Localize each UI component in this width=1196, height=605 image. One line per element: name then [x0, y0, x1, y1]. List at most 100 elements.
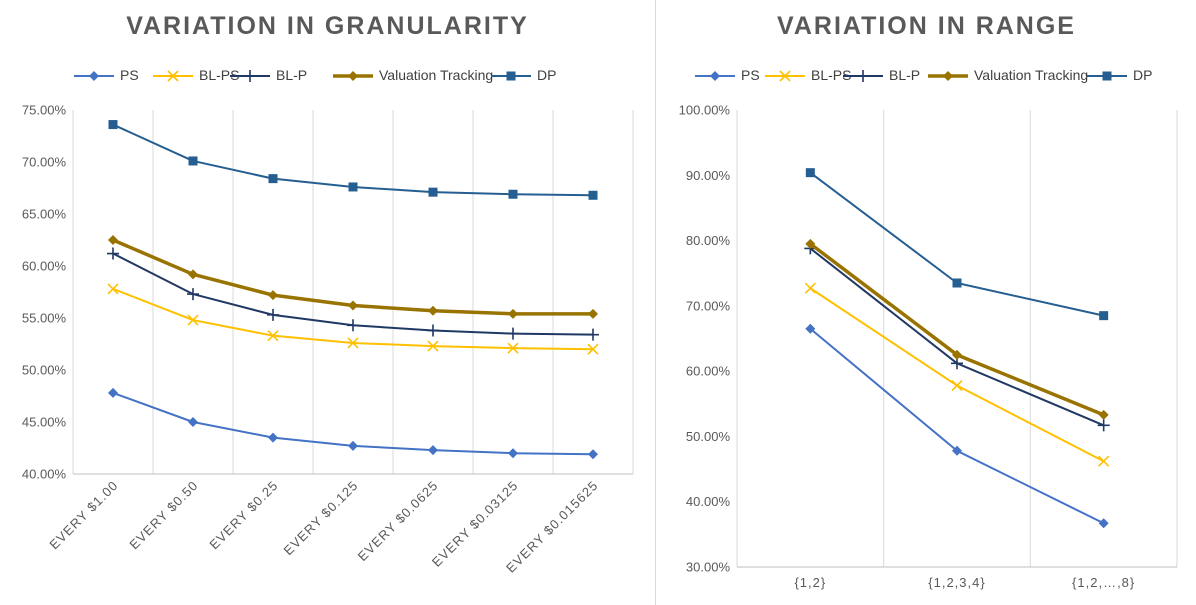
data-point-valuation-tracking: [805, 238, 816, 249]
data-point-bl-ps: [587, 343, 599, 355]
data-point-ps: [588, 449, 598, 460]
data-point-ps: [188, 417, 198, 427]
legend-swatch: [928, 71, 968, 81]
y-tick-label: 80.00%: [686, 233, 731, 248]
y-tick-label: 60.00%: [686, 364, 731, 379]
chart-title: VARIATION IN RANGE: [777, 12, 1076, 40]
data-point-ps: [268, 432, 278, 443]
series-ps: [805, 323, 1109, 529]
y-tick-label: 90.00%: [686, 168, 731, 183]
data-point-bl-p: [107, 247, 119, 260]
chart-legend: PS BL-PS BL-P Valuation Tracking DP: [0, 66, 655, 86]
legend-marker: [710, 71, 720, 81]
series-ps: [108, 387, 598, 460]
legend-marker: [506, 71, 516, 81]
data-point-bl-ps: [267, 330, 279, 342]
chart-title: VARIATION IN GRANULARITY: [126, 12, 529, 40]
data-point-bl-p: [1097, 419, 1110, 432]
series-dp: [805, 168, 1109, 321]
data-point-bl-p: [587, 328, 599, 341]
range-plot: 30.00% 40.00% 50.00% 60.00% 70.00% 80.00% 90.0…: [679, 103, 1178, 590]
y-tick-label: 40.00%: [22, 467, 67, 482]
legend-label: DP: [1133, 67, 1153, 83]
data-point-dp: [348, 182, 358, 192]
data-point-valuation-tracking: [108, 235, 118, 245]
y-tick-label: 40.00%: [686, 494, 731, 509]
y-tick-label: 30.00%: [686, 560, 731, 575]
data-point-ps: [805, 323, 816, 334]
x-tick-label: {1,2}: [794, 575, 826, 590]
x-tick-label: {1,2,…,8}: [1072, 575, 1135, 590]
data-point-dp: [1099, 311, 1109, 321]
x-tick-label: EVERY $0.125: [281, 478, 362, 559]
data-point-valuation-tracking: [188, 269, 198, 280]
legend-marker: [89, 71, 99, 81]
x-tick-label: EVERY $0.50: [126, 478, 201, 553]
legend-marker: [1102, 71, 1112, 81]
data-point-dp: [268, 174, 278, 184]
data-point-valuation-tracking: [952, 349, 962, 360]
granularity-chart-panel: VARIATION IN GRANULARITY PS BL-PS BL-P Valu…: [0, 12, 655, 576]
legend-label: PS: [741, 67, 760, 83]
legend-swatch: [695, 71, 735, 81]
x-tick-label: EVERY $0.03125: [429, 478, 521, 570]
series-line-bl-ps: [809, 287, 1105, 463]
data-point-bl-p: [187, 288, 199, 301]
data-point-dp: [508, 189, 518, 199]
data-point-bl-p: [427, 324, 439, 337]
legend-label: BL-P: [276, 67, 308, 83]
series-valuation-tracking: [108, 235, 598, 319]
data-point-ps: [508, 448, 518, 459]
series-bl-ps: [107, 283, 599, 355]
legend-swatch: [153, 70, 193, 82]
series-line-dp: [809, 171, 1104, 317]
series-line-bl-ps: [112, 287, 594, 351]
data-point-dp: [108, 120, 118, 130]
data-point-bl-ps: [507, 342, 519, 354]
data-point-valuation-tracking: [428, 305, 438, 316]
data-point-valuation-tracking: [348, 300, 358, 311]
y-tick-label: 100.00%: [679, 103, 731, 118]
data-point-bl-p: [267, 308, 279, 321]
data-point-bl-ps: [427, 340, 439, 352]
x-tick-label: {1,2,3,4}: [928, 575, 985, 590]
y-tick-label: 70.00%: [686, 298, 731, 313]
data-point-bl-p: [347, 319, 359, 332]
series-bl-p: [107, 247, 599, 341]
data-point-bl-ps: [347, 337, 359, 349]
y-tick-label: 60.00%: [22, 259, 67, 274]
y-tick-label: 65.00%: [22, 207, 67, 222]
legend-label: BL-PS: [199, 67, 240, 83]
data-point-ps: [952, 445, 962, 456]
series-bl-p: [804, 242, 1110, 432]
y-tick-label: 55.00%: [22, 311, 67, 326]
legend-label: Valuation Tracking: [379, 67, 494, 83]
x-tick-label: EVERY $0.25: [206, 478, 281, 553]
y-tick-label: 70.00%: [22, 155, 67, 170]
legend-swatch: [1087, 71, 1127, 81]
data-point-ps: [348, 440, 358, 451]
legend-label: DP: [537, 67, 557, 83]
legend-swatch: [765, 70, 805, 82]
data-point-bl-ps: [804, 282, 816, 294]
data-point-valuation-tracking: [588, 308, 598, 319]
panel-divider: [655, 0, 656, 605]
legend-swatch: [333, 71, 373, 81]
legend-marker: [857, 70, 869, 82]
legend-label: BL-P: [889, 67, 921, 83]
data-point-dp: [952, 278, 962, 288]
data-point-valuation-tracking: [508, 308, 518, 319]
x-tick-label: EVERY $0.015625: [503, 478, 601, 576]
data-point-valuation-tracking: [268, 290, 278, 301]
y-tick-label: 75.00%: [22, 103, 67, 118]
legend-marker: [244, 70, 256, 82]
chart-legend: PS BL-PS BL-P Valuation Tracking DP: [657, 66, 1196, 86]
legend-marker: [167, 70, 179, 82]
data-point-bl-ps: [107, 283, 119, 295]
data-point-ps: [428, 445, 438, 456]
data-point-bl-ps: [187, 314, 199, 326]
y-tick-label: 45.00%: [22, 415, 67, 430]
data-point-bl-p: [507, 327, 519, 340]
x-tick-label: EVERY $1.00: [46, 478, 121, 553]
range-chart-panel: VARIATION IN RANGE PS BL-PS BL-P Valuation …: [657, 0, 1196, 605]
